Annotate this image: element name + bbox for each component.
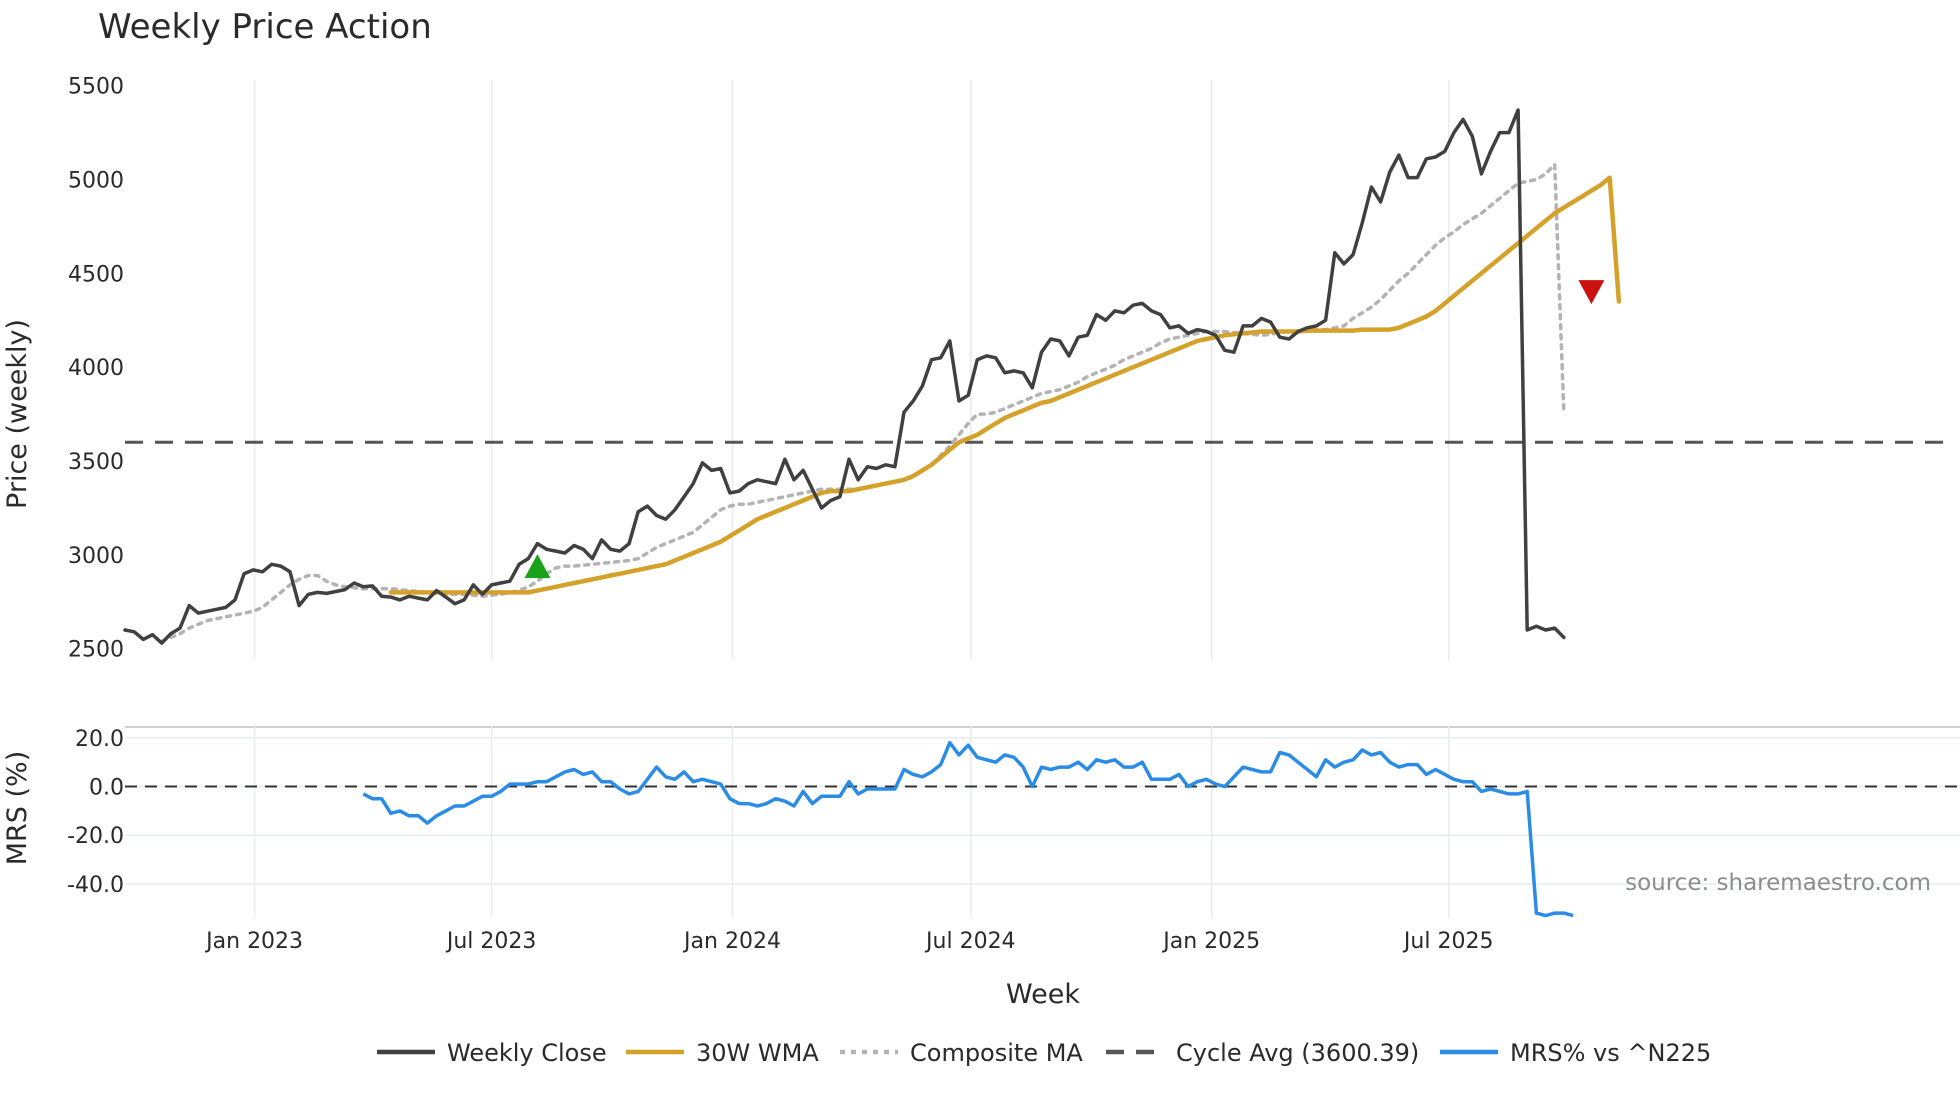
price-y-axis-title: Price (weekly) <box>2 319 33 509</box>
legend-label-composite: Composite MA <box>910 1039 1083 1067</box>
y-tick-label: 3500 <box>68 450 124 475</box>
legend-label-cycle: Cycle Avg (3600.39) <box>1176 1039 1419 1067</box>
chart-title: Weekly Price Action <box>98 7 432 47</box>
legend-label-weekly_close: Weekly Close <box>447 1039 607 1067</box>
series-weekly-close <box>123 108 1566 645</box>
mrs-y-axis: 20.0 0.0 -20.0 -40.0 <box>67 727 124 898</box>
x-tick-label: Jan 2025 <box>1161 929 1260 954</box>
legend-label-mrs: MRS% vs ^N225 <box>1510 1039 1711 1067</box>
x-tick-label: Jan 2024 <box>682 929 781 954</box>
x-axis: Jan 2023 Jul 2023 Jan 2024 Jul 2024 Jan 2025… <box>204 929 1493 954</box>
price-panel-grid <box>253 80 1450 660</box>
mrs-y-axis-title: MRS (%) <box>2 751 33 866</box>
x-tick-label: Jul 2025 <box>1402 929 1494 954</box>
y-tick-label: 5500 <box>68 75 124 100</box>
sell-signal-marker <box>1578 280 1605 305</box>
x-tick-label: Jan 2023 <box>204 929 303 954</box>
mrs-y-tick-label: 0.0 <box>89 776 124 801</box>
series-composite-ma <box>159 162 1566 643</box>
x-tick-label: Jul 2023 <box>445 929 537 954</box>
y-tick-label: 4500 <box>68 262 124 287</box>
x-axis-title: Week <box>1006 979 1080 1010</box>
legend-label-wma: 30W WMA <box>696 1039 819 1067</box>
mrs-panel-series <box>125 740 1960 918</box>
buy-signal-marker <box>524 554 551 579</box>
y-tick-label: 2500 <box>68 638 124 663</box>
price-y-axis: 2500 3000 3500 4000 4500 5000 5500 <box>68 75 124 663</box>
price-panel-markers <box>524 280 1605 579</box>
mrs-y-tick-label: -20.0 <box>67 824 124 849</box>
price-panel-series <box>123 108 1945 645</box>
legend: Weekly Close 30W WMA Composite MA Cycle Avg… <box>377 1039 1711 1067</box>
mrs-y-tick-label: 20.0 <box>75 727 124 752</box>
x-tick-label: Jul 2024 <box>924 929 1016 954</box>
y-tick-label: 4000 <box>68 356 124 381</box>
mrs-y-tick-label: -40.0 <box>67 873 124 898</box>
y-tick-label: 3000 <box>68 544 124 569</box>
source-note: source: sharemaestro.com <box>1625 870 1931 896</box>
series-30w-wma <box>388 175 1622 595</box>
series-mrs-vs-n225 <box>362 740 1574 918</box>
y-tick-label: 5000 <box>68 168 124 193</box>
